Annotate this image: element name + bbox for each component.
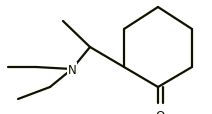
Text: O: O	[156, 109, 165, 114]
Text: N: N	[68, 63, 76, 76]
